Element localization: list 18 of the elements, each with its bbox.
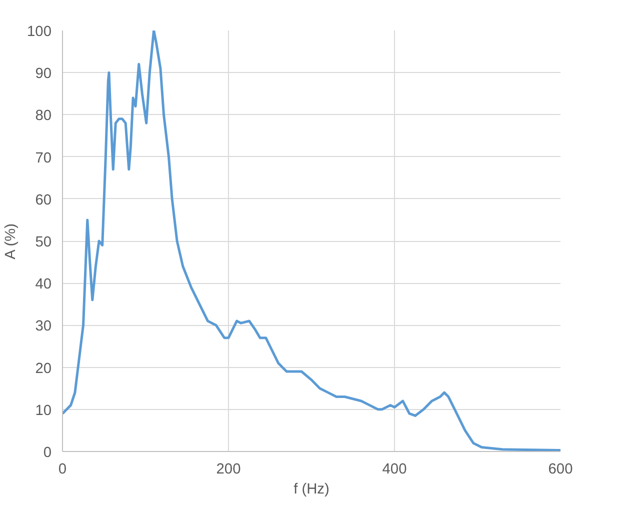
y-tick-label: 10 [35,402,52,419]
x-tick-label: 200 [216,462,241,478]
y-tick-label: 50 [35,234,52,250]
y-tick-label: 80 [35,108,52,124]
y-tick-label: 20 [35,360,52,377]
x-tick-label: 600 [548,462,573,478]
y-tick-label: 40 [35,276,52,293]
y-tick-label: 90 [35,66,52,82]
x-tick-label: 400 [382,462,407,478]
y-axis-title: A (%) [3,223,20,260]
y-tick-label: 0 [43,445,52,461]
y-tick-label: 70 [35,150,52,166]
x-axis-title: f (Hz) [294,482,330,498]
y-tick-label: 100 [27,24,52,40]
y-tick-label: 60 [35,192,52,208]
x-tick-label: 0 [58,462,67,478]
line-series [62,30,560,452]
y-tick-label: 30 [35,318,52,335]
